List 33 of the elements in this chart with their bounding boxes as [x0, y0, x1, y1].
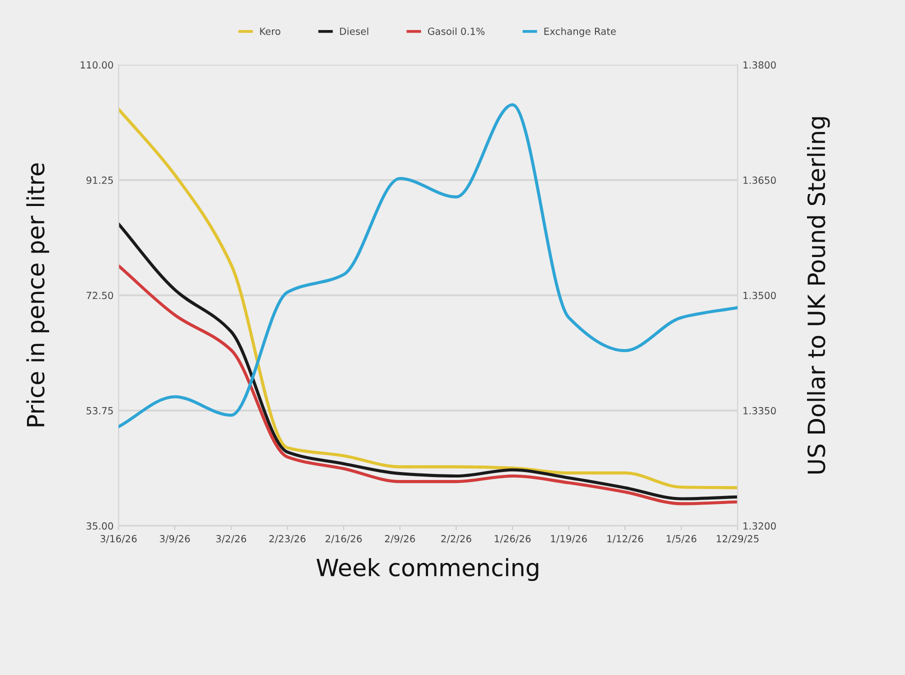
y-tick-label: 91.25: [86, 176, 113, 184]
legend-label: Exchange Rate: [544, 27, 616, 37]
legend-label: Diesel: [340, 27, 368, 35]
y-tick-label: 110.00: [80, 61, 114, 69]
line-series: [118, 103, 738, 428]
y2-tick-label: 1.3500: [744, 292, 776, 300]
x-tick-label: 12/29/25: [716, 535, 759, 544]
x-tick-label: 2/9/26: [384, 535, 415, 544]
x-tick-label: 1/12/26: [607, 535, 644, 544]
y-tick-label: 35.00: [86, 522, 114, 530]
x-tick-label: 3/16/26: [100, 535, 137, 544]
legend-label: Kero: [260, 28, 280, 35]
y2-tick-label: 1.3650: [744, 176, 776, 184]
x-tick-label: 1/26/26: [494, 535, 531, 544]
x-tick-label: 2/23/26: [269, 535, 306, 544]
legend-label: Gasoil 0.1%: [428, 27, 485, 35]
y-tick-label: 53.75: [86, 407, 113, 414]
x-axis-title: Week commencing: [316, 558, 538, 581]
y2-axis-title: US Dollar to UK Pound Sterling: [807, 117, 830, 474]
x-tick-label: 1/19/26: [551, 535, 587, 544]
y2-tick-label: 1.3350: [744, 407, 776, 414]
x-tick-label: 1/5/26: [666, 535, 696, 544]
y2-tick-label: 1.3200: [744, 522, 776, 530]
x-tick-label: 2/2/26: [441, 535, 472, 544]
y2-tick-label: 1.3800: [744, 61, 776, 69]
line-series: [118, 222, 738, 500]
y-tick-label: 72.50: [86, 292, 114, 300]
line-series: [118, 108, 738, 490]
x-tick-label: 3/9/26: [160, 535, 190, 544]
x-tick-label: 2/16/26: [326, 535, 362, 544]
x-tick-label: 3/2/26: [216, 535, 246, 544]
y-axis-title: Price in pence per litre: [26, 163, 50, 426]
line-series: [118, 264, 738, 506]
